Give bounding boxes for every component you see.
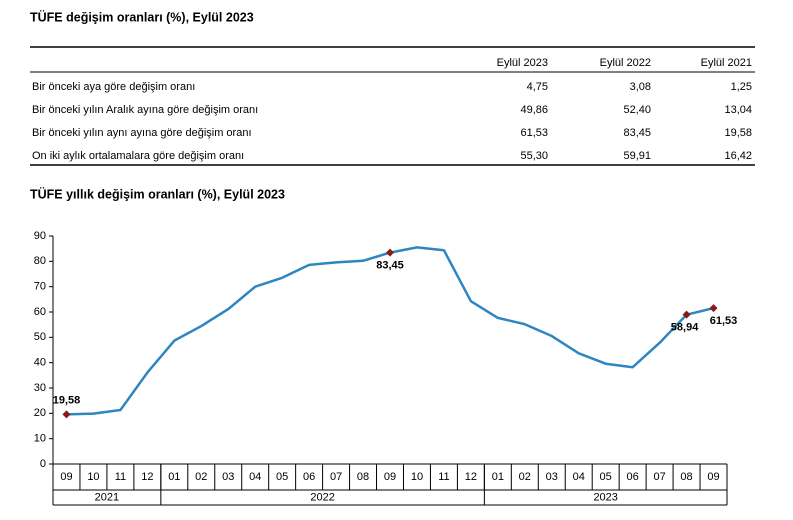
x-tick-label: 10 (411, 471, 423, 483)
x-tick-label: 07 (653, 471, 665, 483)
cell: 59,91 (623, 150, 651, 162)
x-tick-label: 08 (680, 471, 692, 483)
x-tick-label: 03 (546, 471, 558, 483)
marker (62, 410, 71, 419)
group-label: 2021 (95, 491, 119, 503)
cell: 49,86 (520, 104, 548, 116)
cell: 3,08 (630, 81, 651, 93)
x-tick-label: 12 (465, 471, 477, 483)
x-tick-label: 04 (573, 471, 585, 483)
row-label: Bir önceki aya göre değişim oranı (32, 81, 195, 93)
table-title: TÜFE değişim oranları (%), Eylül 2023 (30, 9, 254, 24)
data-label: 83,45 (376, 259, 404, 271)
y-tick-label: 40 (34, 357, 46, 369)
x-tick-label: 10 (87, 471, 99, 483)
x-tick-label: 04 (249, 471, 261, 483)
data-label: 61,53 (710, 315, 738, 327)
column-header: Eylül 2022 (600, 57, 651, 69)
cell: 52,40 (623, 104, 651, 116)
y-tick-label: 60 (34, 306, 46, 318)
line (66, 246, 714, 416)
cell: 1,25 (731, 81, 752, 93)
x-tick-label: 06 (627, 471, 639, 483)
data-label: 58,94 (671, 322, 699, 334)
x-tick-label: 11 (438, 471, 449, 483)
cell: 83,45 (623, 127, 651, 139)
x-tick-label: 01 (492, 471, 504, 483)
marker (682, 310, 691, 319)
x-tick-label: 11 (115, 471, 126, 483)
y-tick-label: 80 (34, 255, 46, 267)
y-tick-label: 90 (34, 230, 46, 242)
row-label: On iki aylık ortalamalara göre değişim o… (32, 150, 244, 162)
x-tick-label: 05 (276, 471, 288, 483)
cell: 61,53 (520, 127, 548, 139)
cell: 4,75 (527, 81, 548, 93)
x-tick-label: 06 (303, 471, 315, 483)
x-tick-label: 08 (357, 471, 369, 483)
column-header: Eylül 2023 (497, 57, 548, 69)
x-tick-label: 05 (600, 471, 612, 483)
y-tick-label: 20 (34, 407, 46, 419)
y-tick-label: 70 (34, 281, 46, 293)
y-tick-label: 50 (34, 331, 46, 343)
cell: 55,30 (520, 150, 548, 162)
column-header: Eylül 2021 (701, 57, 752, 69)
cell: 19,58 (724, 127, 752, 139)
x-tick-label: 09 (60, 471, 72, 483)
x-tick-label: 12 (141, 471, 153, 483)
marker (709, 304, 718, 313)
row-label: Bir önceki yılın Aralık ayına göre değiş… (32, 104, 258, 116)
row-label: Bir önceki yılın aynı ayına göre değişim… (32, 127, 252, 139)
cell: 13,04 (724, 104, 752, 116)
x-tick-label: 09 (384, 471, 396, 483)
data-label: 19,58 (53, 394, 81, 406)
y-tick-label: 0 (40, 458, 46, 470)
x-tick-label: 01 (168, 471, 180, 483)
x-tick-label: 02 (519, 471, 531, 483)
x-tick-label: 07 (330, 471, 342, 483)
x-tick-label: 02 (195, 471, 207, 483)
chart-title: TÜFE yıllık değişim oranları (%), Eylül … (30, 186, 285, 201)
x-tick-label: 03 (222, 471, 234, 483)
marker (386, 248, 394, 257)
y-tick-label: 10 (34, 433, 46, 445)
group-label: 2023 (593, 491, 617, 503)
group-label: 2022 (310, 491, 334, 503)
y-tick-label: 30 (34, 382, 46, 394)
x-tick-label: 09 (707, 471, 719, 483)
cell: 16,42 (724, 150, 752, 162)
